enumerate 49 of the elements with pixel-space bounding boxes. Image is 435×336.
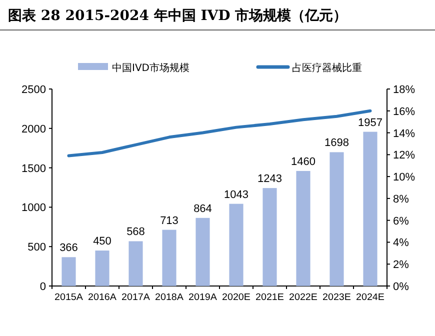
x-tick-label: 2018A bbox=[155, 292, 184, 303]
y-tick-label: 500 bbox=[28, 242, 46, 254]
y2-tick-label: 0% bbox=[393, 281, 410, 293]
bar bbox=[162, 230, 176, 286]
bar bbox=[196, 218, 210, 286]
data-label: 713 bbox=[160, 214, 178, 227]
y2-tick-label: 18% bbox=[393, 84, 416, 96]
y-tick-label: 0 bbox=[40, 281, 46, 293]
chart-title: 图表 28 2015-2024 年中国 IVD 市场规模（亿元） bbox=[8, 7, 348, 24]
data-label: 1043 bbox=[224, 188, 248, 201]
y2-tick-label: 2% bbox=[393, 259, 410, 272]
y2-tick-label: 12% bbox=[393, 150, 416, 162]
bar bbox=[363, 132, 378, 286]
bar bbox=[62, 257, 76, 286]
x-tick-label: 2017A bbox=[122, 292, 151, 303]
x-tick-label: 2020E bbox=[222, 292, 250, 303]
y-tick-label: 1500 bbox=[22, 162, 46, 175]
y-tick-label: 2000 bbox=[22, 123, 46, 136]
bar bbox=[95, 250, 110, 286]
y2-tick-label: 14% bbox=[393, 128, 416, 140]
x-tick-label: 2023E bbox=[322, 292, 351, 303]
y-tick-label: 2500 bbox=[22, 84, 46, 96]
data-label: 864 bbox=[194, 202, 212, 215]
legend-label: 占医疗器械比重 bbox=[292, 62, 362, 74]
data-label: 1460 bbox=[291, 156, 316, 168]
y2-tick-label: 6% bbox=[393, 215, 410, 228]
bar bbox=[128, 241, 143, 286]
x-tick-label: 2024E bbox=[356, 292, 384, 303]
x-tick-label: 2019A bbox=[188, 292, 218, 303]
data-label: 568 bbox=[126, 226, 145, 238]
x-tick-label: 2016A bbox=[88, 292, 118, 303]
data-label: 450 bbox=[93, 236, 112, 248]
bar bbox=[330, 152, 344, 286]
y2-tick-label: 8% bbox=[393, 193, 410, 206]
x-tick-label: 2021E bbox=[256, 292, 284, 303]
x-tick-label: 2015A bbox=[54, 292, 84, 303]
bar bbox=[296, 170, 310, 286]
bar bbox=[229, 204, 244, 286]
bar bbox=[262, 188, 277, 286]
y2-tick-label: 4% bbox=[393, 237, 410, 250]
y-tick-label: 1000 bbox=[22, 202, 46, 214]
data-label: 1243 bbox=[258, 173, 282, 186]
data-label: 1698 bbox=[324, 137, 349, 150]
data-label: 1957 bbox=[358, 116, 382, 129]
x-tick-label: 2022E bbox=[289, 292, 318, 303]
y2-tick-label: 10% bbox=[393, 172, 416, 184]
data-label: 366 bbox=[60, 242, 78, 254]
y2-tick-label: 16% bbox=[393, 106, 416, 118]
legend-label: 中国IVD市场规模 bbox=[112, 62, 190, 74]
